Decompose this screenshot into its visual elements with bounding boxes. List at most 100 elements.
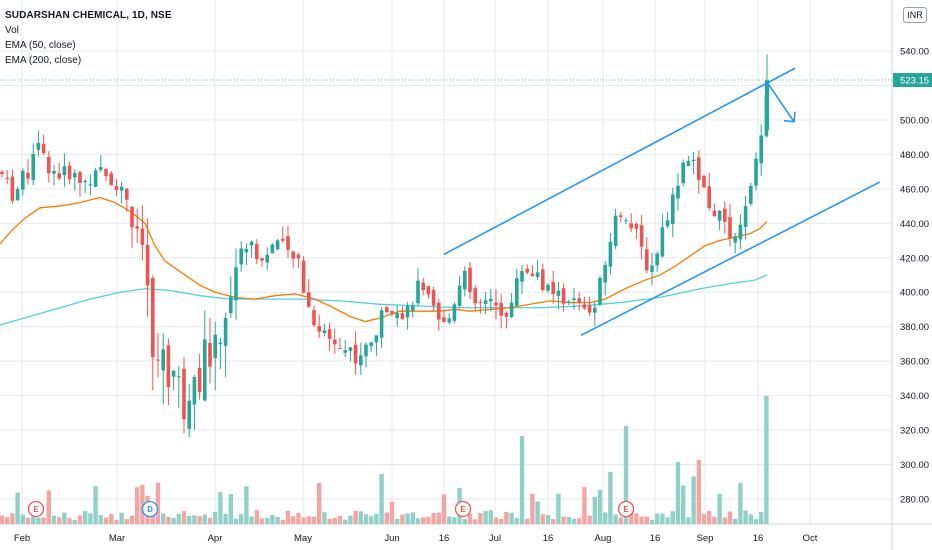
event-marker-circle	[27, 500, 45, 518]
event-marker[interactable]: E	[454, 500, 472, 518]
price-tick-label: 380.00	[900, 322, 929, 333]
candle-body	[317, 326, 321, 332]
candle-body	[515, 278, 519, 306]
volume-bar	[738, 482, 743, 524]
symbol-title[interactable]: SUDARSHAN CHEMICAL, 1D, NSE	[5, 10, 172, 21]
candle-body	[400, 313, 405, 320]
candle-body	[587, 305, 592, 313]
candle-body	[223, 317, 228, 346]
time-tick-label: 16	[543, 533, 554, 544]
currency-badge[interactable]: INR	[903, 7, 927, 23]
candle-body	[31, 154, 35, 181]
time-axis[interactable]: Feb Mar Apr May Jun 16 Jul 16 Aug 16 Sep 16 Oct	[14, 533, 818, 544]
candle-body	[177, 376, 181, 378]
time-tick-label: Apr	[208, 533, 223, 544]
candle-body	[463, 270, 467, 290]
candle-body	[525, 268, 529, 273]
volume-bar	[753, 519, 759, 524]
last-price-value: 523.15	[900, 76, 929, 87]
volume-bar	[743, 510, 748, 524]
legend-ema-200[interactable]: EMA (200, close)	[5, 55, 82, 66]
candle-body	[697, 157, 701, 180]
volume-bar	[608, 472, 613, 524]
volume-bar	[395, 518, 400, 524]
candle-body	[577, 298, 581, 303]
volume-bar	[280, 519, 285, 524]
time-tick-label: Aug	[595, 533, 612, 544]
candle-body	[275, 240, 280, 250]
candle-body	[0, 171, 4, 175]
volume-bar	[623, 426, 629, 524]
volume-bar	[519, 436, 525, 524]
candle-body	[21, 170, 25, 190]
candle-body	[634, 223, 639, 229]
volume-bar	[634, 513, 639, 524]
volume-bar	[759, 511, 764, 524]
volume-bar	[405, 513, 410, 524]
candle-body	[421, 282, 425, 291]
volume-bar	[561, 516, 566, 524]
candle-body	[717, 210, 722, 221]
candle-body	[645, 249, 649, 271]
price-tick-label: 440.00	[900, 219, 929, 230]
volume-bar	[140, 484, 145, 524]
ema-200-line	[0, 274, 768, 326]
volume-bar	[681, 485, 686, 524]
volume-bar	[233, 518, 239, 524]
volume-bar	[556, 493, 561, 524]
volume-bar	[421, 517, 426, 524]
volume-bar	[291, 516, 296, 524]
event-marker[interactable]: E	[617, 500, 635, 518]
volume-bar	[535, 501, 540, 524]
volume-bar	[665, 517, 670, 524]
candle-body	[67, 165, 72, 180]
volume-bar	[582, 487, 587, 524]
event-marker[interactable]: E	[27, 500, 45, 518]
volume-bar	[207, 517, 213, 524]
candle-body	[255, 244, 259, 260]
event-marker-circle	[617, 500, 635, 518]
volume-bar	[764, 396, 769, 524]
volume-bar	[712, 516, 717, 524]
candle-body	[270, 244, 275, 254]
candle-body	[447, 318, 451, 323]
volume-bar	[686, 517, 691, 524]
volume-bar	[514, 517, 519, 524]
drawing-annotations[interactable]	[0, 67, 892, 337]
candle-body	[260, 258, 264, 261]
candle-body	[125, 188, 129, 200]
volume-bar	[400, 514, 405, 524]
candle-body	[343, 350, 347, 353]
candle-body	[296, 254, 301, 259]
candle-body	[379, 310, 384, 338]
volume-bar	[410, 512, 415, 524]
time-tick-label: Sep	[697, 533, 714, 544]
price-tick-label: 500.00	[900, 115, 929, 126]
candle-body	[192, 376, 197, 405]
candle-body	[229, 296, 233, 314]
legend-ema-50[interactable]: EMA (50, close)	[5, 40, 76, 51]
volume-bar	[452, 517, 457, 524]
volume-bar	[285, 510, 291, 524]
legend-volume[interactable]: Vol	[5, 25, 19, 36]
volume-bar	[467, 513, 473, 524]
candle-body	[473, 288, 477, 304]
event-marker[interactable]: D	[141, 500, 159, 518]
candle-body	[743, 206, 748, 227]
candle-body	[322, 330, 327, 333]
candle-body	[483, 300, 488, 304]
candle-body	[265, 254, 269, 263]
candle-body	[457, 285, 462, 306]
volume-bar	[62, 512, 67, 524]
volume-bar	[348, 515, 353, 524]
candle-body	[598, 277, 602, 305]
volume-bar	[223, 513, 228, 524]
volume-bar	[592, 496, 597, 524]
price-axis[interactable]: 280.00 300.00 320.00 340.00 360.00 380.00 400.…	[893, 47, 932, 506]
price-tick-label: 540.00	[900, 47, 929, 58]
candle-body	[426, 286, 431, 295]
volume-bar	[701, 514, 707, 524]
